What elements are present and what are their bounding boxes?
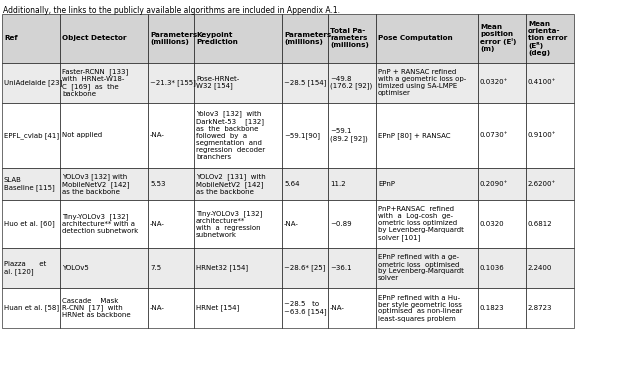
Text: Mean
position
error (Eᴵ)
(m): Mean position error (Eᴵ) (m) — [480, 24, 516, 52]
Bar — [376, 103, 478, 168]
Bar — [526, 168, 574, 199]
Text: Object Detector: Object Detector — [62, 35, 127, 41]
Text: 2.6200⁺: 2.6200⁺ — [528, 181, 556, 187]
Bar — [148, 63, 194, 103]
Text: 0.2090⁺: 0.2090⁺ — [480, 181, 508, 187]
Bar — [478, 288, 526, 328]
Text: -NA-: -NA- — [150, 132, 165, 138]
Bar — [148, 168, 194, 199]
Bar — [148, 103, 194, 168]
Bar — [2, 103, 60, 168]
Text: ~49.8
(176.2 [92]): ~49.8 (176.2 [92]) — [330, 76, 372, 89]
Text: EPnP: EPnP — [378, 181, 395, 187]
Bar — [148, 14, 194, 63]
Text: Tiny-YOLOv3  [132]
architecture**
with  a  regression
subnetwork: Tiny-YOLOv3 [132] architecture** with a … — [196, 210, 262, 238]
Text: PnP+RANSAC  refined
with  a  Log-cosh  ge-
ometric loss optimized
by Levenberg-M: PnP+RANSAC refined with a Log-cosh ge- o… — [378, 206, 464, 241]
Bar — [282, 199, 328, 248]
Text: 11.2: 11.2 — [330, 181, 346, 187]
Bar — [328, 168, 376, 199]
Bar — [60, 288, 148, 328]
Bar — [328, 288, 376, 328]
Bar — [148, 288, 194, 328]
Text: ~0.89: ~0.89 — [330, 221, 351, 227]
Text: YOLOv2  [131]  with
MobileNetV2  [142]
as the backbone: YOLOv2 [131] with MobileNetV2 [142] as t… — [196, 173, 266, 195]
Text: 0.6812: 0.6812 — [528, 221, 552, 227]
Text: 5.64: 5.64 — [284, 181, 300, 187]
Bar — [2, 288, 60, 328]
Text: ~28.5 [154]: ~28.5 [154] — [284, 79, 326, 86]
Text: EPFL_cvlab [41]: EPFL_cvlab [41] — [4, 132, 59, 139]
Text: 2.2400: 2.2400 — [528, 265, 552, 271]
Text: Yolov3  [132]  with
DarkNet-53    [132]
as  the  backbone
followed  by  a
segmen: Yolov3 [132] with DarkNet-53 [132] as th… — [196, 110, 265, 160]
Bar — [194, 199, 282, 248]
Text: Additionally, the links to the publicly available algorithms are included in App: Additionally, the links to the publicly … — [3, 6, 340, 15]
Bar — [60, 63, 148, 103]
Text: YOLOv3 [132] with
MobileNetV2  [142]
as the backbone: YOLOv3 [132] with MobileNetV2 [142] as t… — [62, 173, 129, 195]
Text: Mean
orienta-
tion error
(Eᴿ)
(deg): Mean orienta- tion error (Eᴿ) (deg) — [528, 21, 567, 56]
Text: Pose-HRNet-
W32 [154]: Pose-HRNet- W32 [154] — [196, 76, 239, 89]
Bar — [60, 103, 148, 168]
Text: ~28.6* [25]: ~28.6* [25] — [284, 265, 325, 271]
Text: Cascade    Mask
R-CNN  [17]  with
HRNet as backbone: Cascade Mask R-CNN [17] with HRNet as ba… — [62, 297, 131, 318]
Bar — [478, 14, 526, 63]
Bar — [282, 168, 328, 199]
Bar — [478, 103, 526, 168]
Text: Ref: Ref — [4, 35, 18, 41]
Bar — [60, 14, 148, 63]
Bar — [376, 14, 478, 63]
Bar — [2, 248, 60, 288]
Text: 7.5: 7.5 — [150, 265, 161, 271]
Bar — [526, 199, 574, 248]
Bar — [376, 199, 478, 248]
Bar — [194, 103, 282, 168]
Bar — [526, 103, 574, 168]
Text: ~59.1
(89.2 [92]): ~59.1 (89.2 [92]) — [330, 129, 368, 142]
Text: 0.0320: 0.0320 — [480, 221, 504, 227]
Bar — [2, 199, 60, 248]
Bar — [376, 63, 478, 103]
Text: Not applied: Not applied — [62, 132, 102, 138]
Text: EPnP [80] + RANSAC: EPnP [80] + RANSAC — [378, 132, 451, 139]
Bar — [60, 168, 148, 199]
Text: HRNet [154]: HRNet [154] — [196, 305, 239, 311]
Bar — [328, 63, 376, 103]
Text: PnP + RANSAC refined
with a geometric loss op-
timized using SA-LMPE
optimiser: PnP + RANSAC refined with a geometric lo… — [378, 69, 467, 96]
Text: ~36.1: ~36.1 — [330, 265, 351, 271]
Bar — [376, 288, 478, 328]
Bar — [526, 248, 574, 288]
Text: Huan et al. [58]: Huan et al. [58] — [4, 305, 59, 311]
Text: Faster-RCNN  [133]
with  HRNet-W18-
C  [169]  as  the
backbone: Faster-RCNN [133] with HRNet-W18- C [169… — [62, 68, 128, 97]
Bar — [194, 288, 282, 328]
Bar — [60, 248, 148, 288]
Text: 0.9100⁺: 0.9100⁺ — [528, 132, 557, 138]
Bar — [282, 103, 328, 168]
Text: Piazza      et
al. [120]: Piazza et al. [120] — [4, 261, 46, 275]
Text: Parameters
(millions): Parameters (millions) — [284, 32, 332, 45]
Text: YOLOv5: YOLOv5 — [62, 265, 89, 271]
Bar — [2, 14, 60, 63]
Bar — [194, 63, 282, 103]
Bar — [2, 63, 60, 103]
Bar — [148, 248, 194, 288]
Text: 0.0320⁺: 0.0320⁺ — [480, 80, 508, 86]
Bar — [376, 168, 478, 199]
Bar — [194, 168, 282, 199]
Bar — [328, 103, 376, 168]
Text: 0.1036: 0.1036 — [480, 265, 505, 271]
Bar — [282, 248, 328, 288]
Bar — [282, 288, 328, 328]
Text: ~21.3* [155]: ~21.3* [155] — [150, 79, 196, 86]
Text: Tiny-YOLOv3  [132]
architecture** with a
detection subnetwork: Tiny-YOLOv3 [132] architecture** with a … — [62, 213, 138, 234]
Text: UniAdelaide [23]: UniAdelaide [23] — [4, 79, 62, 86]
Bar — [526, 63, 574, 103]
Text: -NA-: -NA- — [150, 221, 165, 227]
Bar — [328, 248, 376, 288]
Bar — [194, 14, 282, 63]
Text: 0.0730⁺: 0.0730⁺ — [480, 132, 509, 138]
Bar — [478, 248, 526, 288]
Text: 0.4100⁺: 0.4100⁺ — [528, 80, 556, 86]
Bar — [148, 199, 194, 248]
Text: HRNet32 [154]: HRNet32 [154] — [196, 265, 248, 271]
Bar — [194, 248, 282, 288]
Text: EPnP refined with a ge-
ometric loss  optimised
by Levenberg-Marquardt
solver: EPnP refined with a ge- ometric loss opt… — [378, 254, 464, 282]
